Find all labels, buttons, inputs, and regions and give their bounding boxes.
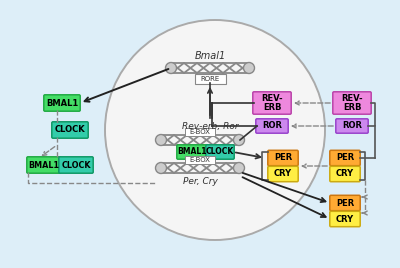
- Text: ROR: ROR: [342, 121, 362, 131]
- FancyBboxPatch shape: [59, 157, 93, 173]
- Circle shape: [234, 162, 244, 173]
- Text: CLOCK: CLOCK: [61, 161, 91, 169]
- Text: CRY: CRY: [274, 169, 292, 178]
- Text: ROR: ROR: [262, 121, 282, 131]
- Text: PER: PER: [274, 154, 292, 162]
- FancyBboxPatch shape: [206, 145, 234, 159]
- Text: Rev-erb, Ror: Rev-erb, Ror: [182, 121, 238, 131]
- FancyBboxPatch shape: [336, 119, 368, 133]
- Ellipse shape: [2, 4, 398, 264]
- FancyBboxPatch shape: [268, 166, 298, 182]
- FancyBboxPatch shape: [253, 92, 291, 114]
- Text: CRY: CRY: [336, 169, 354, 178]
- Text: PER: PER: [336, 199, 354, 207]
- FancyBboxPatch shape: [27, 157, 61, 173]
- FancyBboxPatch shape: [256, 119, 288, 133]
- Text: RORE: RORE: [200, 76, 220, 82]
- FancyBboxPatch shape: [194, 74, 226, 84]
- Text: Bmal1: Bmal1: [194, 51, 226, 61]
- Text: Per, Cry: Per, Cry: [182, 177, 218, 187]
- Text: BMAL1: BMAL1: [46, 99, 78, 107]
- FancyBboxPatch shape: [268, 150, 298, 166]
- FancyBboxPatch shape: [185, 156, 215, 164]
- FancyBboxPatch shape: [330, 211, 360, 227]
- Text: CLOCK: CLOCK: [206, 147, 234, 157]
- FancyBboxPatch shape: [52, 122, 88, 138]
- Text: REV-
ERB: REV- ERB: [341, 94, 363, 112]
- Text: REV-
ERB: REV- ERB: [261, 94, 283, 112]
- Text: E-BOX: E-BOX: [190, 157, 210, 163]
- Ellipse shape: [105, 20, 325, 240]
- Text: CRY: CRY: [336, 214, 354, 224]
- Circle shape: [156, 135, 166, 146]
- FancyBboxPatch shape: [44, 95, 80, 111]
- Circle shape: [166, 62, 176, 73]
- Text: PER: PER: [336, 154, 354, 162]
- Text: E-BOX: E-BOX: [190, 129, 210, 135]
- FancyBboxPatch shape: [177, 145, 207, 159]
- FancyBboxPatch shape: [185, 128, 215, 136]
- FancyBboxPatch shape: [330, 166, 360, 182]
- Text: BMAL1: BMAL1: [177, 147, 207, 157]
- Circle shape: [244, 62, 254, 73]
- Text: CLOCK: CLOCK: [55, 125, 85, 135]
- Circle shape: [156, 162, 166, 173]
- FancyBboxPatch shape: [330, 195, 360, 211]
- Text: BMAL1: BMAL1: [28, 161, 60, 169]
- FancyBboxPatch shape: [333, 92, 371, 114]
- FancyBboxPatch shape: [330, 150, 360, 166]
- Circle shape: [234, 135, 244, 146]
